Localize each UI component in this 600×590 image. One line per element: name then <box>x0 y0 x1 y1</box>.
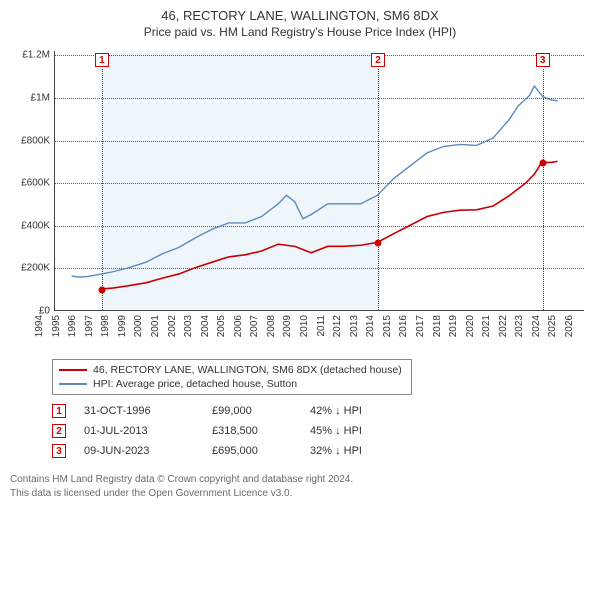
transaction-date: 31-OCT-1996 <box>84 405 194 417</box>
chart-area: 123 £0£200K£400K£600K£800K£1M£1.2M199419… <box>10 45 590 355</box>
legend-swatch <box>59 369 87 371</box>
transaction-row: 3 09-JUN-2023 £695,000 32% ↓ HPI <box>52 441 590 461</box>
transaction-diff: 45% ↓ HPI <box>310 425 400 437</box>
transaction-date: 01-JUL-2013 <box>84 425 194 437</box>
y-tick-label: £600K <box>12 178 50 189</box>
series-svg <box>55 51 584 310</box>
legend-item: HPI: Average price, detached house, Sutt… <box>59 377 405 391</box>
transaction-price: £695,000 <box>212 445 292 457</box>
legend-label: HPI: Average price, detached house, Sutt… <box>93 378 297 390</box>
legend-label: 46, RECTORY LANE, WALLINGTON, SM6 8DX (d… <box>93 364 402 376</box>
transaction-price: £318,500 <box>212 425 292 437</box>
container: 46, RECTORY LANE, WALLINGTON, SM6 8DX Pr… <box>0 0 600 469</box>
transaction-diff: 32% ↓ HPI <box>310 445 400 457</box>
y-tick-label: £200K <box>12 263 50 274</box>
legend: 46, RECTORY LANE, WALLINGTON, SM6 8DX (d… <box>52 359 412 395</box>
transaction-price: £99,000 <box>212 405 292 417</box>
transaction-marker: 1 <box>52 404 66 418</box>
legend-swatch <box>59 383 87 385</box>
footer-line: Contains HM Land Registry data © Crown c… <box>10 473 590 487</box>
y-tick-label: £1M <box>12 92 50 103</box>
plot-region: 123 <box>54 51 584 311</box>
legend-item: 46, RECTORY LANE, WALLINGTON, SM6 8DX (d… <box>59 363 405 377</box>
transaction-date: 09-JUN-2023 <box>84 445 194 457</box>
transactions-table: 1 31-OCT-1996 £99,000 42% ↓ HPI 2 01-JUL… <box>52 401 590 461</box>
y-tick-label: £1.2M <box>12 50 50 61</box>
title-line1: 46, RECTORY LANE, WALLINGTON, SM6 8DX <box>10 8 590 23</box>
transaction-marker: 2 <box>52 424 66 438</box>
title-line2: Price paid vs. HM Land Registry's House … <box>10 25 590 39</box>
transaction-row: 2 01-JUL-2013 £318,500 45% ↓ HPI <box>52 421 590 441</box>
series-hpi <box>72 86 558 277</box>
footer: Contains HM Land Registry data © Crown c… <box>10 473 590 500</box>
series-price_paid <box>102 161 558 289</box>
y-tick-label: £800K <box>12 135 50 146</box>
footer-line: This data is licensed under the Open Gov… <box>10 487 590 501</box>
transaction-marker: 3 <box>52 444 66 458</box>
transaction-diff: 42% ↓ HPI <box>310 405 400 417</box>
x-tick-label: 2026 <box>564 315 600 337</box>
transaction-row: 1 31-OCT-1996 £99,000 42% ↓ HPI <box>52 401 590 421</box>
y-tick-label: £400K <box>12 220 50 231</box>
